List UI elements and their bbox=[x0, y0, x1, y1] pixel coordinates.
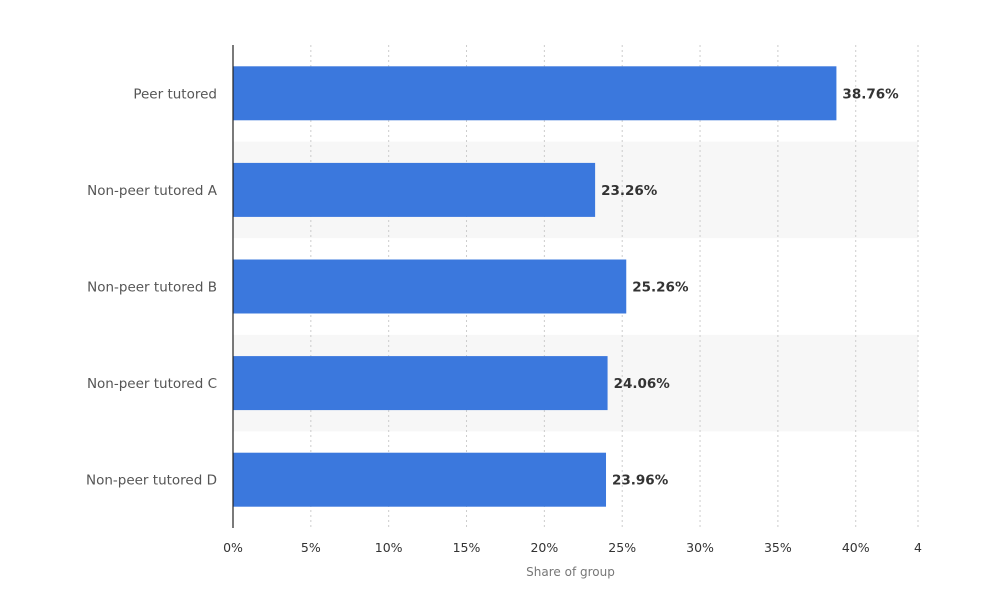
x-axis-title: Share of group bbox=[526, 565, 615, 579]
x-tick-label: 15% bbox=[453, 540, 481, 555]
category-label: Non-peer tutored C bbox=[87, 376, 217, 392]
x-tick-label: 35% bbox=[764, 540, 792, 555]
value-label: 25.26% bbox=[632, 280, 689, 296]
x-tick-label: 10% bbox=[375, 540, 403, 555]
x-tick-labels: 0% 5% 10% 15% 20% 25% 30% 35% 40% 4 bbox=[223, 540, 922, 555]
category-labels: Peer tutored Non-peer tutored A Non-peer t… bbox=[86, 86, 218, 488]
category-label: Non-peer tutored B bbox=[87, 280, 217, 296]
x-tick-label: 25% bbox=[608, 540, 636, 555]
value-label: 23.26% bbox=[601, 183, 658, 199]
bar[interactable] bbox=[233, 259, 627, 314]
x-tick-label: 30% bbox=[686, 540, 714, 555]
category-label: Non-peer tutored A bbox=[87, 183, 218, 199]
value-labels: 38.76% 23.26% 25.26% 24.06% 23.96% bbox=[601, 86, 899, 488]
value-label: 24.06% bbox=[614, 376, 671, 392]
category-label: Peer tutored bbox=[133, 86, 217, 102]
value-label: 38.76% bbox=[842, 86, 899, 102]
bar[interactable] bbox=[233, 66, 837, 121]
bar[interactable] bbox=[233, 162, 596, 217]
category-label: Non-peer tutored D bbox=[86, 473, 217, 489]
bar[interactable] bbox=[233, 356, 608, 411]
x-tick-label: 20% bbox=[530, 540, 558, 555]
bar[interactable] bbox=[233, 452, 607, 507]
x-tick-label: 0% bbox=[223, 540, 243, 555]
x-tick-label: 5% bbox=[301, 540, 321, 555]
x-tick-label: 40% bbox=[842, 540, 870, 555]
bars bbox=[233, 66, 837, 507]
value-label: 23.96% bbox=[612, 473, 669, 489]
x-tick-label: 4 bbox=[914, 540, 922, 555]
